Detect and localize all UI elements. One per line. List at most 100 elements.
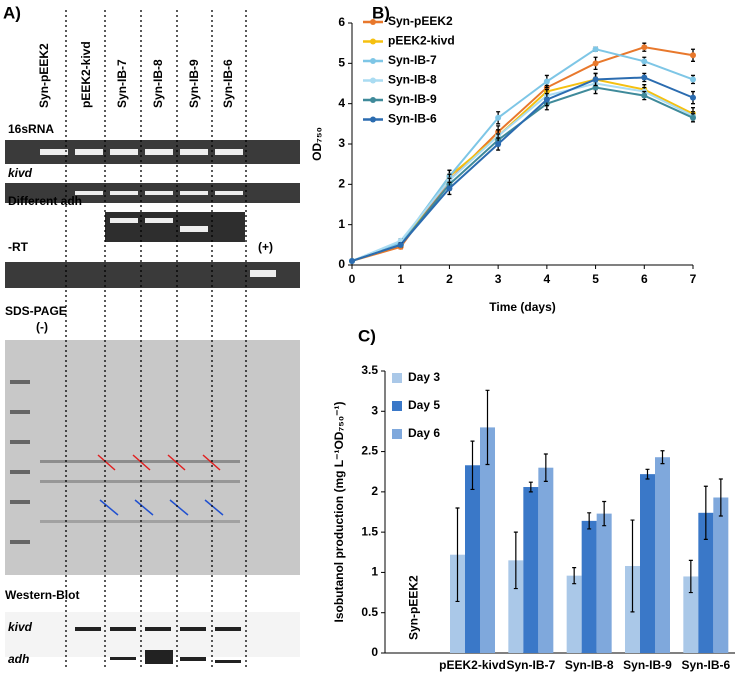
error-bar (513, 531, 518, 590)
point (397, 241, 404, 248)
sds-label: SDS-PAGE (5, 304, 67, 318)
lane-label: Syn-IB-8 (151, 59, 165, 108)
bar (523, 487, 539, 653)
bar (450, 554, 465, 653)
point (641, 58, 648, 65)
point (446, 185, 453, 192)
error-bar (645, 468, 650, 480)
lane-label: Syn-IB-6 (221, 59, 235, 108)
point (641, 74, 648, 81)
point (641, 92, 648, 99)
x-tick-label: 5 (592, 272, 599, 286)
error-bar (688, 559, 693, 594)
y-tick-label: 3 (371, 403, 378, 417)
bar (566, 575, 582, 653)
legend-label: Day 5 (408, 398, 440, 412)
point (349, 257, 355, 264)
x-tick-label: 6 (641, 272, 648, 286)
x-tick-label: 1 (397, 272, 404, 286)
y-tick-label: 2 (371, 484, 378, 498)
legend-marker (370, 58, 376, 64)
point (690, 76, 696, 83)
point (641, 44, 648, 51)
x-tick-label: 3 (495, 272, 502, 286)
western-label: Western-Blot (5, 588, 79, 602)
x-tick-label: 4 (544, 272, 551, 286)
legend-label: Syn-IB-9 (388, 92, 437, 106)
point (495, 114, 502, 121)
y-tick-label: 3 (338, 136, 345, 150)
legend-label: Syn-IB-7 (388, 53, 437, 67)
point (543, 78, 550, 85)
blot-label: -RT (8, 240, 29, 254)
point (690, 114, 696, 121)
y-tick-label: 2.5 (361, 444, 378, 458)
y-tick-label: 3.5 (361, 363, 378, 377)
x-tick-label: Syn-IB-9 (623, 658, 672, 672)
point (592, 76, 599, 83)
bar (655, 457, 670, 653)
bar (713, 497, 729, 653)
bar (683, 576, 699, 653)
error-bar (718, 478, 723, 517)
series-line (351, 82, 694, 262)
x-tick-label: Syn-IB-6 (681, 658, 730, 672)
legend-label: Day 6 (408, 426, 440, 440)
lane-label: pEEK2-kivd (79, 41, 93, 108)
series-line (351, 76, 694, 262)
y-tick-label: 0.5 (361, 605, 378, 619)
y-tick-label: 2 (338, 177, 345, 191)
point (495, 141, 502, 147)
bar (480, 427, 495, 653)
lane-label: Syn-pEEK2 (37, 43, 51, 108)
error-bar (703, 485, 708, 540)
error-bar (543, 453, 548, 482)
x-tick-label: Syn-IB-7 (506, 658, 555, 672)
y-tick-label: 1 (338, 217, 345, 231)
legend-label: Day 3 (408, 370, 440, 384)
error-bar (572, 566, 577, 585)
legend-label: pEEK2-kivd (388, 34, 455, 48)
bar (581, 520, 597, 653)
series-line (351, 78, 694, 262)
legend-marker (370, 97, 376, 103)
y-tick-label: 6 (338, 15, 345, 29)
panel-label: A) (3, 3, 21, 22)
legend-swatch (392, 401, 402, 411)
bar (698, 512, 714, 653)
legend-marker (370, 19, 376, 25)
y-tick-label: 0 (338, 257, 345, 271)
bar (465, 465, 480, 653)
error-bar (528, 481, 533, 493)
error-bar (455, 507, 460, 603)
legend-label: Syn-IB-8 (388, 73, 437, 87)
point (543, 96, 550, 103)
x-tick-label: pEEK2-kivd (439, 658, 506, 672)
y-tick-label: 5 (338, 56, 345, 70)
x-tick-label: 7 (690, 272, 697, 286)
point (690, 52, 696, 59)
bar (596, 513, 612, 653)
y-axis-label: Isobutanol production (mg L⁻¹OD₇₅₀⁻¹) (332, 401, 346, 622)
error-bar (470, 440, 475, 491)
error-bar (660, 450, 665, 465)
legend-label: Syn-pEEK2 (388, 14, 453, 28)
bar (640, 474, 655, 653)
bar (538, 467, 554, 653)
legend-swatch (392, 429, 402, 439)
error-bar (602, 500, 607, 527)
panel-label: B) (372, 3, 390, 22)
blot-label: kivd (8, 166, 33, 180)
y-tick-label: 1 (371, 565, 378, 579)
y-tick-label: 0 (371, 645, 378, 659)
x-tick-label: Syn-IB-8 (565, 658, 614, 672)
legend-marker (370, 116, 376, 123)
legend-label: Syn-IB-6 (388, 112, 437, 126)
rt-positive: (+) (258, 240, 273, 254)
gels (5, 10, 300, 670)
error-bar (587, 512, 592, 530)
lane-label: Syn-IB-9 (187, 59, 201, 108)
point (690, 94, 696, 101)
x-tick-label: Syn-pEEK2 (406, 575, 420, 640)
